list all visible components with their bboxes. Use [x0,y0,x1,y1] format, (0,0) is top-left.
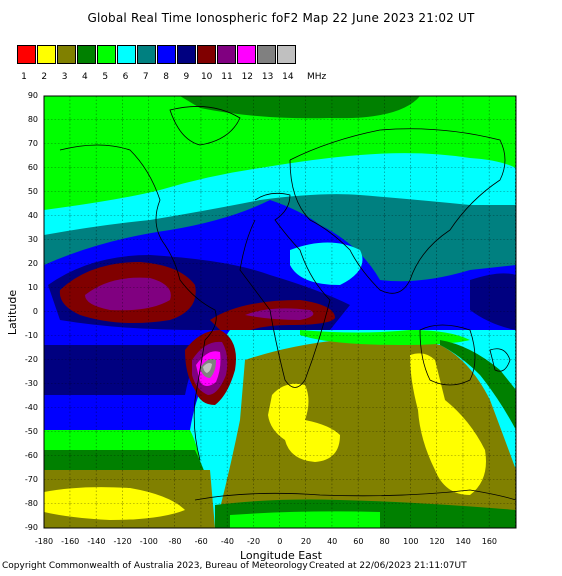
latitude-tick: -70 [24,475,38,484]
legend-value: 3 [61,72,68,82]
latitude-tick: 60 [27,163,38,172]
graticule [44,96,516,528]
legend-value: 2 [41,72,48,82]
legend-value: 10 [200,72,213,82]
latitude-tick: -80 [24,499,38,508]
longitude-tick: 160 [481,537,498,546]
legend-value: 8 [163,72,169,82]
legend-value: 13 [261,72,274,82]
legend-swatch [277,45,296,64]
latitude-tick: -10 [24,331,38,340]
legend-value: 1 [21,72,27,82]
legend-value: 7 [142,72,149,82]
longitude-tick: -160 [61,537,80,546]
longitude-tick: -80 [168,537,182,546]
legend-swatch [97,45,116,64]
longitude-tick: 20 [300,537,312,546]
legend-swatch [37,45,56,64]
legend-swatch [57,45,76,64]
legend-swatch [137,45,156,64]
legend-value: 11 [221,72,233,82]
latitude-tick: 30 [27,235,38,244]
latitude-tick: -50 [24,427,38,436]
legend-unit: MHz [307,72,327,82]
legend-swatch [77,45,96,64]
legend-swatch [217,45,236,64]
longitude-tick: 100 [403,537,419,546]
longitude-tick: -180 [34,537,54,546]
latitude-tick: 20 [27,259,38,268]
longitude-tick: -20 [247,537,261,546]
legend-swatch [177,45,196,64]
latitude-tick: 90 [27,91,38,100]
legend-value: 9 [183,72,190,82]
longitude-tick: -140 [87,537,106,546]
legend-value: 14 [282,72,294,82]
latitude-tick: 40 [27,211,38,220]
map-title: Global Real Time Ionospheric foF2 Map 22… [87,11,475,25]
created-timestamp: Created at 22/06/2023 21:11:07UT [309,561,467,571]
longitude-tick: -40 [220,537,234,546]
legend-swatch [197,45,216,64]
longitude-tick: -60 [194,537,208,546]
latitude-tick: -40 [24,403,38,412]
legend-swatch [237,45,256,64]
longitude-tick: -100 [139,537,158,546]
legend-swatch [117,45,136,64]
latitude-tick: 0 [32,307,38,316]
latitude-tick: -90 [24,523,38,532]
latitude-tick: 80 [27,115,38,124]
y-axis-label: Latitude [6,289,20,336]
plot-frame [43,95,517,529]
legend-value: 5 [102,72,109,82]
legend-value: 12 [241,72,254,82]
longitude-tick: -120 [113,537,132,546]
longitude-tick: 80 [379,537,390,546]
legend-swatch [17,45,36,64]
latitude-tick: 50 [27,187,38,196]
longitude-tick: 120 [429,537,445,546]
copyright-text: Copyright Commonwealth of Australia 2023… [2,561,308,571]
legend-value: 4 [82,72,88,82]
latitude-tick: 70 [27,139,38,148]
x-axis-label: Longitude East [240,549,322,562]
latitude-tick: -30 [24,379,38,388]
latitude-tick: -60 [24,451,38,460]
latitude-tick: 10 [27,283,38,292]
legend-value: 6 [122,72,129,82]
legend-swatch [257,45,276,64]
legend-swatch [157,45,176,64]
latitude-tick: -20 [24,355,38,364]
longitude-tick: 140 [455,537,471,546]
longitude-tick: 0 [277,537,283,546]
longitude-tick: 60 [353,537,364,546]
longitude-tick: 40 [327,537,338,546]
